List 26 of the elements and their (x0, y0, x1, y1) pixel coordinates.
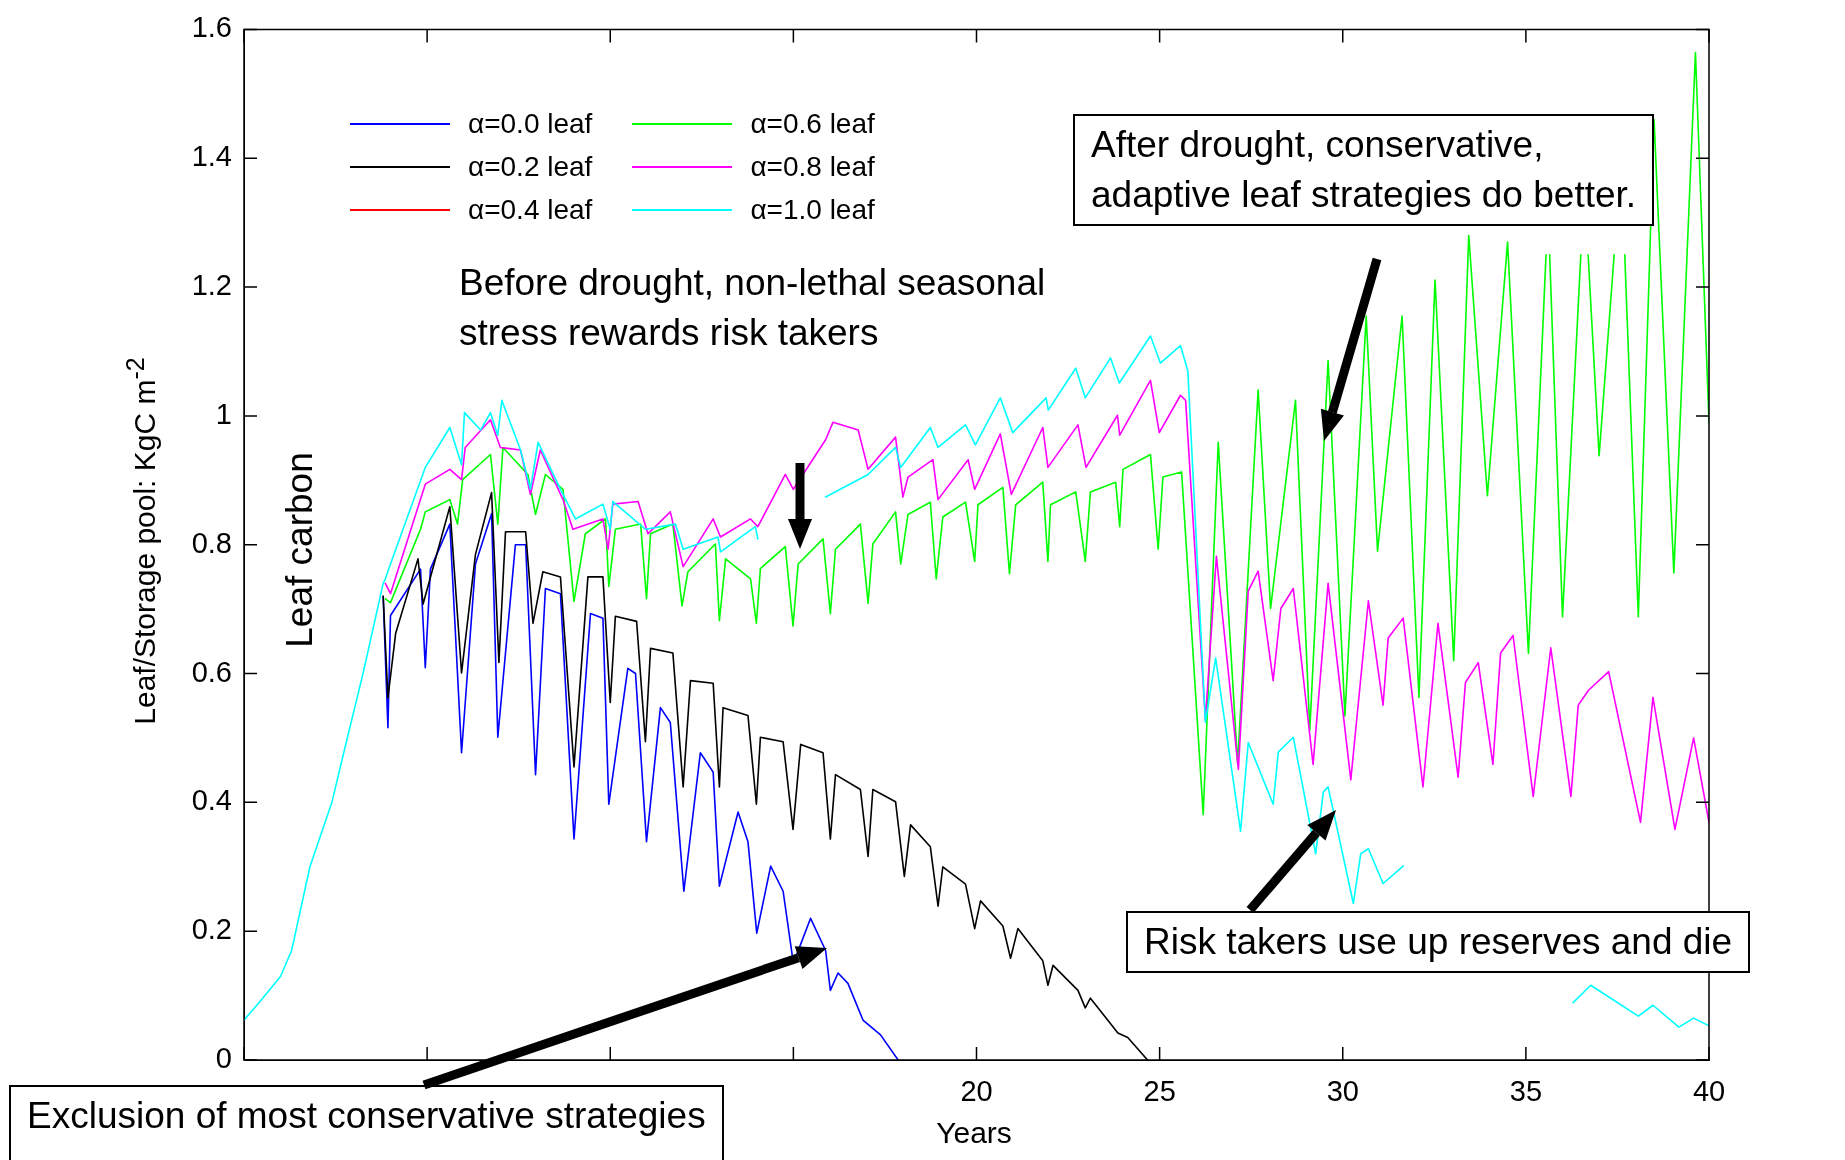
text: Exclusion of most conservative strategies (9, 1085, 724, 1160)
annotation: Before drought, non-lethal seasonal stress rewards risk takers (459, 261, 1046, 355)
x-tick-label: 40 (1692, 1075, 1726, 1108)
legend-label: α=0.4 leaf (468, 193, 593, 226)
legend-label: α=0.6 leaf (750, 107, 875, 140)
x-tick-label: 25 (1143, 1075, 1176, 1108)
legend-label: α=0.8 leaf (750, 150, 875, 183)
y-tick-label: 0.8 (191, 526, 232, 559)
y-tick-label: 1.4 (191, 140, 232, 173)
y-tick-label: 1.2 (191, 269, 232, 302)
y-tick-label: 1.6 (191, 11, 232, 44)
annotation: After drought, conservative, adaptive leaf strategies do better. (1073, 114, 1655, 226)
x-tick-label: 30 (1326, 1075, 1359, 1108)
legend-label: α=1.0 leaf (750, 193, 875, 226)
y-tick-label: 0 (215, 1042, 232, 1074)
annotation: Risk takers use up reserves and die (1126, 911, 1751, 973)
legend-label: α=0.0 leaf (468, 107, 593, 140)
y-tick-label: 0.4 (191, 784, 232, 817)
y-tick-label: 0.2 (191, 913, 232, 946)
x-tick-label: 20 (960, 1075, 993, 1108)
legend-label: α=0.2 leaf (468, 150, 593, 183)
y-tick-label: 0.6 (191, 655, 232, 688)
x-tick-label: 35 (1509, 1075, 1543, 1108)
y-tick-label: 1 (215, 397, 232, 430)
annotation: Leaf carbon (278, 452, 322, 648)
x-axis-title: Years (936, 1116, 1012, 1150)
